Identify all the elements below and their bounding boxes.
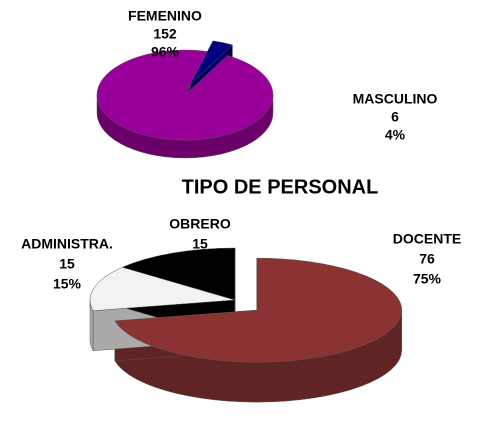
slice-value: 6 [391, 109, 399, 125]
slice [189, 40, 233, 85]
slice-label: OBRERO [169, 216, 231, 232]
slice-value: 15 [192, 236, 208, 252]
slice-percent: 15% [53, 276, 82, 292]
chart-title: TIPO DE PERSONAL [182, 176, 379, 198]
slice-label: FEMENINO [128, 8, 202, 24]
slice-percent: 96% [151, 44, 180, 60]
slice [96, 49, 274, 141]
slice-percent: 75% [413, 271, 442, 287]
slice-percent: 17% [186, 256, 215, 272]
slice-label: ADMINISTRA. [21, 236, 113, 252]
slice [121, 247, 236, 301]
slice [114, 257, 402, 363]
slice-label: DOCENTE [393, 231, 461, 247]
slice [89, 266, 236, 311]
slice-value: 152 [153, 26, 177, 42]
slice-value: 76 [419, 251, 435, 267]
slice-percent: 4% [385, 127, 406, 143]
slice-value: 15 [59, 256, 75, 272]
slice-label: MASCULINO [353, 91, 438, 107]
